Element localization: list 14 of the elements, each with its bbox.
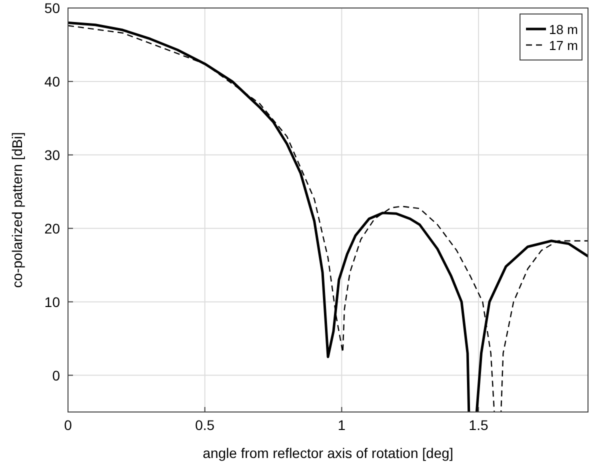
x-tick-label: 1 (338, 417, 346, 433)
legend-label: 17 m (549, 38, 578, 53)
x-axis-title: angle from reflector axis of rotation [deg] (202, 445, 454, 461)
y-tick-label: 20 (44, 220, 60, 236)
y-axis-title: co-polarized pattern [dBi] (9, 132, 25, 288)
y-tick-label: 10 (44, 294, 60, 310)
y-tick-label: 30 (44, 146, 60, 163)
x-tick-label: 0 (64, 417, 72, 433)
x-tick-label: 0.5 (195, 417, 215, 433)
y-tick-label: 40 (44, 73, 60, 90)
legend-label: 18 m (549, 22, 578, 37)
y-tick-label: 50 (44, 0, 60, 16)
x-tick-label: 1.5 (468, 417, 488, 433)
y-tick-label: 0 (52, 367, 60, 384)
